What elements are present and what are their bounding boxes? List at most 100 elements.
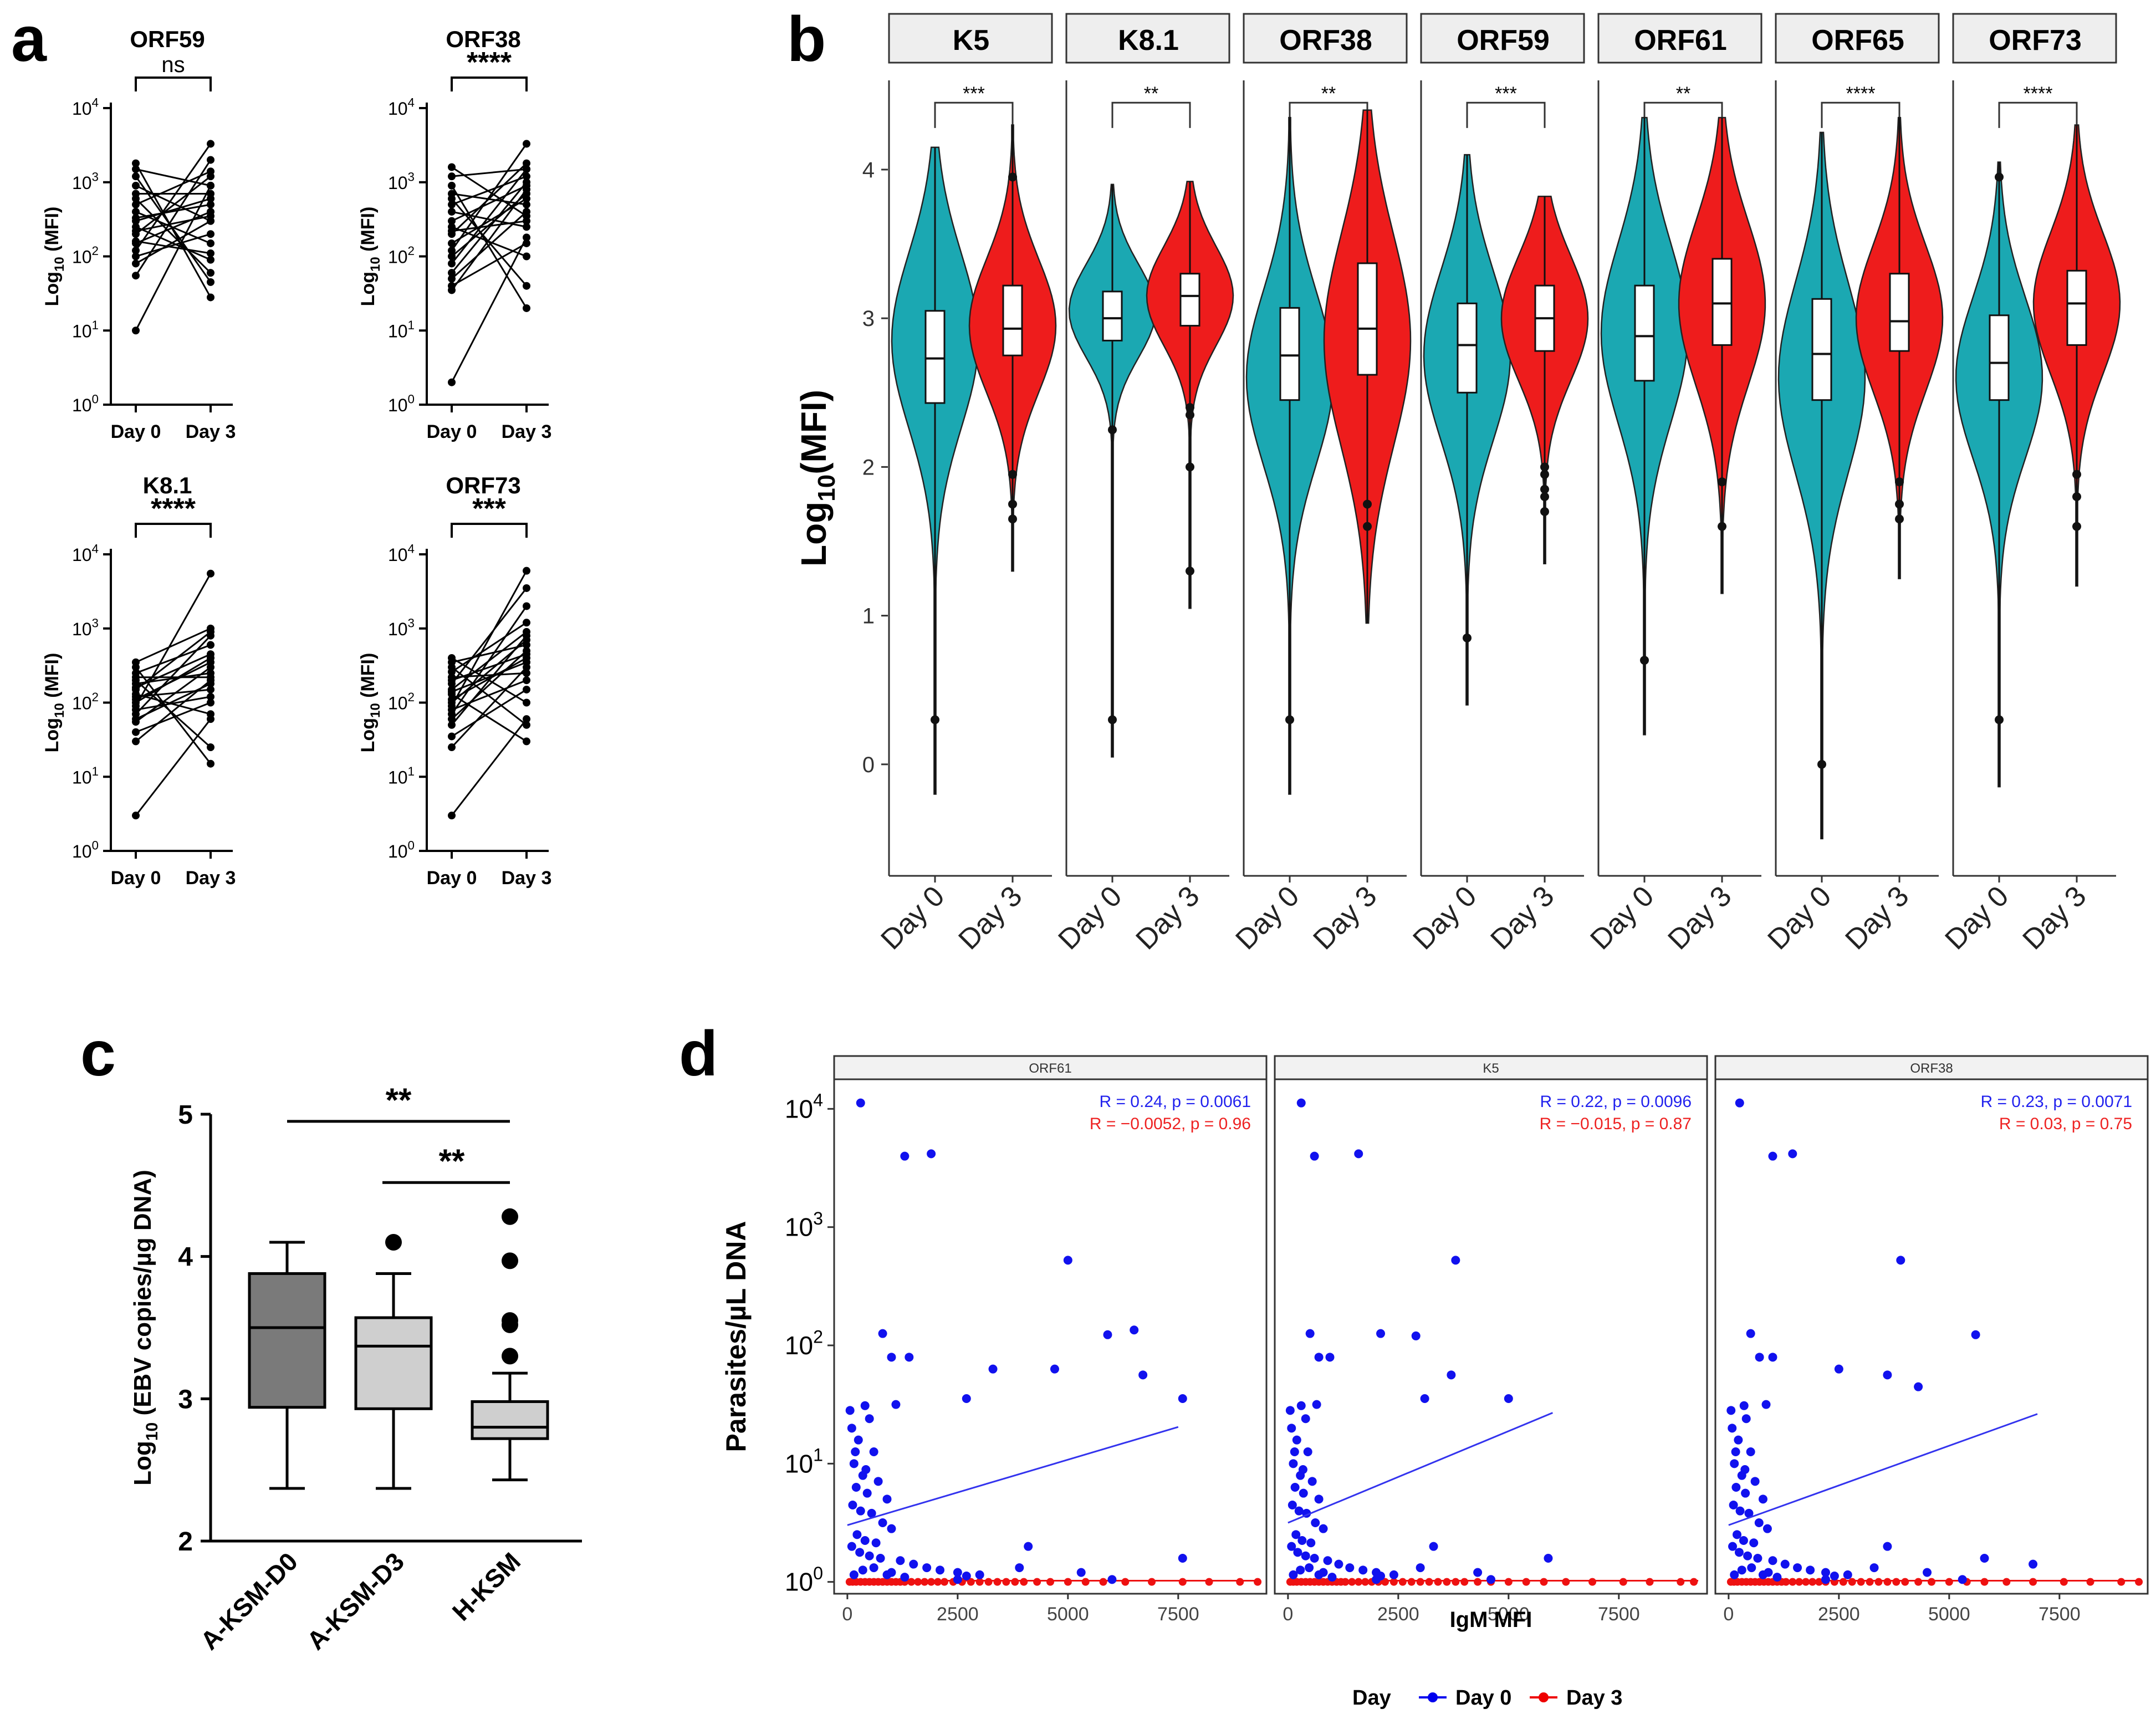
day3-box [2066,269,2087,346]
day0-point [1735,1506,1745,1516]
day0-point [845,1406,855,1415]
day0-point [1744,1508,1754,1518]
y-tick-label-base: 10 [785,1568,813,1596]
day3-point [1839,1578,1847,1586]
day3-point [523,602,530,610]
y-tick-label: 103 [785,1208,823,1242]
day0-point [1296,1401,1306,1410]
day3-outlier [1540,484,1549,494]
day0-point [1768,1556,1777,1565]
y-tick-label-base: 10 [72,841,92,861]
day0-point [1289,1570,1298,1579]
day0-point [132,190,140,198]
day0-point [1772,1573,1782,1582]
subplot-title: ORF73 [446,472,520,498]
day3-outlier [1895,477,1904,487]
pair-line [451,220,527,232]
y-tick-label-exp: 0 [813,1563,823,1583]
pair-line [451,639,527,703]
day0-point [988,1364,998,1374]
day3-outlier [1718,522,1726,531]
subplot-title: K8.1 [143,472,192,498]
day0-point [1754,1518,1764,1527]
day3-point [1789,1578,1797,1586]
day0-point [851,1483,861,1492]
day0-point [852,1530,862,1539]
pair-line [135,653,211,688]
day3-point [907,1578,916,1586]
y-tick-label-exp: 0 [408,392,415,406]
day3-point [523,628,530,636]
day0-point [448,239,456,247]
pair-line [135,168,211,187]
y-axis-label: Parasites/µL DNA [721,1221,752,1452]
day0-point [1298,1465,1307,1474]
day3-point [1148,1578,1156,1586]
day0-point [900,1151,910,1161]
day0-box [924,310,946,404]
day0-point [1314,1494,1324,1504]
day3-point [1254,1578,1262,1586]
day0-point [900,1573,910,1582]
legend-item-label: Day 0 [1455,1686,1511,1710]
y-tick-label-exp: 2 [92,690,99,704]
day0-point [448,687,456,696]
y-tick-label-base: 10 [785,1094,813,1123]
day0-point [448,715,456,723]
day0-point [1734,1548,1744,1557]
day3-point [2086,1578,2094,1586]
day0-point [1310,1151,1319,1161]
day3-point [1928,1578,1935,1586]
day3-point [523,172,530,181]
day0-outlier [1285,715,1294,725]
pair-line [135,680,212,748]
y-tick-label: 100 [72,392,99,415]
day0-point [1429,1542,1438,1551]
y-axis-label: Log10 (MFI) [42,653,67,753]
day3-outlier [1008,470,1017,479]
day3-outlier [1363,499,1372,509]
day0-point [132,737,140,746]
day0-point [1354,1149,1363,1159]
day3-point [1064,1578,1072,1586]
day0-point [448,732,456,741]
y-tick-label-base: 10 [388,321,408,341]
day0-point [1050,1364,1059,1374]
y-tick-label-base: 10 [785,1449,813,1478]
significance-label: *** [1495,83,1517,104]
day0-point [1319,1568,1328,1577]
pair-line [451,631,527,691]
significance-label: **** [1846,83,1876,104]
y-tick-label-base: 10 [388,99,408,119]
day3-point [207,685,214,693]
y-tick-label-exp: 1 [92,318,99,332]
day0-point [1290,1447,1299,1456]
pair-line [451,653,527,681]
day0-point [1746,1447,1755,1456]
significance-bracket [1466,101,1546,128]
facet-strip [1714,1055,2149,1080]
day0-point [1325,1353,1335,1362]
y-tick-label-base: 10 [388,841,408,861]
y-tick-label: 3 [178,1385,193,1414]
day0-point [1747,1563,1756,1573]
pair-line [135,226,211,261]
day0-point [132,658,140,666]
day0-point [1294,1506,1304,1516]
day3-point [523,737,530,746]
day0-point [1883,1542,1892,1551]
facet-strip-label: ORF38 [1279,24,1372,57]
day3-point [1355,1578,1363,1586]
day0-point [132,201,140,209]
day0-point [1729,1501,1738,1509]
day0-point [922,1563,932,1573]
day0-point [448,721,456,729]
day3-point [1914,1578,1923,1586]
day0-point [132,327,140,335]
correlation-stat: R = −0.015, p = 0.87 [1540,1115,1692,1133]
scatter-facet-orf38: ORF38 R = 0.23, p = 0.0071 R = 0.03, p = 0… [1714,1055,2149,1625]
correlation-stat: R = −0.0052, p = 0.96 [1090,1115,1251,1133]
pair-line [135,683,211,720]
